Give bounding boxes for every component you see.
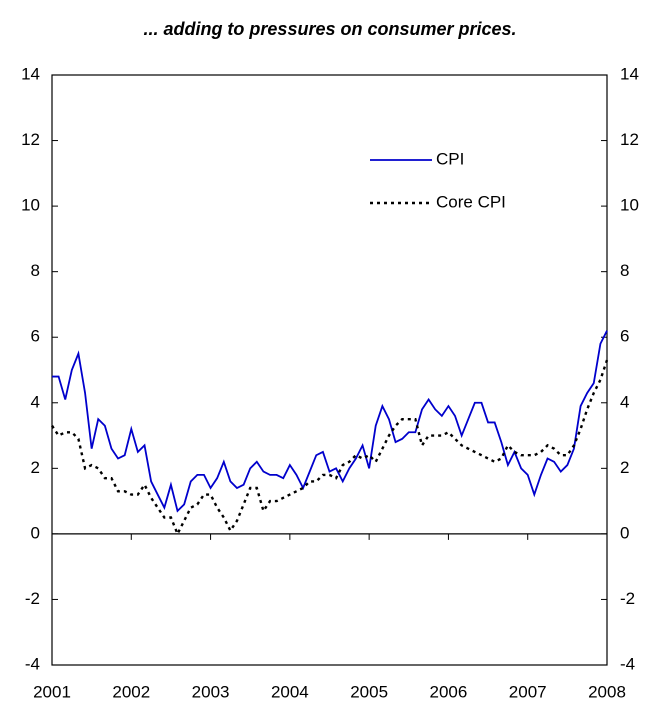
- x-tick-label: 2008: [588, 682, 626, 701]
- y2-tick-label: 10: [620, 196, 639, 215]
- y2-tick-label: 6: [620, 327, 629, 346]
- y2-tick-label: 8: [620, 261, 629, 280]
- line-series: [51, 359, 609, 537]
- line-series: [52, 330, 608, 513]
- y2-tick-label: 0: [620, 523, 629, 542]
- plot-frame: [51, 74, 608, 666]
- y-tick-label: 0: [31, 523, 40, 542]
- legend-label: Core CPI: [436, 192, 506, 211]
- y2-tick-label: -2: [620, 589, 635, 608]
- y2-tick-label: 2: [620, 458, 629, 477]
- y-tick-label: -4: [25, 654, 40, 673]
- y-tick-label: 10: [21, 196, 40, 215]
- y-tick-label: 14: [21, 64, 40, 83]
- x-tick-label: 2005: [350, 682, 388, 701]
- y2-tick-label: -4: [620, 654, 635, 673]
- y-tick-label: 2: [31, 458, 40, 477]
- y-tick-label: 8: [31, 261, 40, 280]
- x-tick-label: 2007: [509, 682, 547, 701]
- y2-tick-label: 4: [620, 392, 629, 411]
- y-tick-label: 4: [31, 392, 40, 411]
- x-tick-label: 2001: [33, 682, 71, 701]
- x-tick-label: 2006: [430, 682, 468, 701]
- y2-tick-label: 12: [620, 130, 639, 149]
- chart-title: ... adding to pressures on consumer pric…: [143, 19, 516, 39]
- y2-tick-label: 14: [620, 64, 639, 83]
- y-tick-label: 12: [21, 130, 40, 149]
- x-tick-label: 2002: [112, 682, 150, 701]
- legend-label: CPI: [436, 149, 464, 168]
- x-tick-label: 2004: [271, 682, 309, 701]
- x-tick-label: 2003: [192, 682, 230, 701]
- y-tick-label: -2: [25, 589, 40, 608]
- y-tick-label: 6: [31, 327, 40, 346]
